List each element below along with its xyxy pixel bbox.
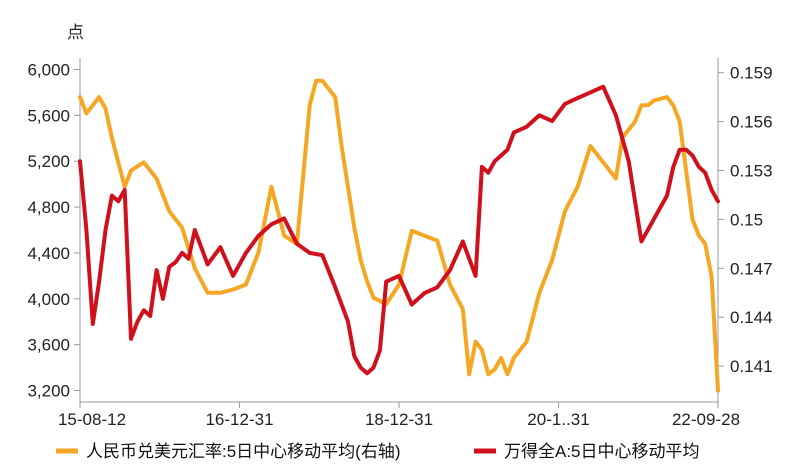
x-tick-label: 15-08-12 [58, 410, 126, 429]
left-tick-label: 3,200 [27, 382, 70, 401]
left-tick-label: 4,400 [27, 244, 70, 263]
right-tick-label: 0.144 [730, 308, 773, 327]
left-tick-label: 5,600 [27, 106, 70, 125]
left-tick-label: 6,000 [27, 60, 70, 79]
x-axis-ticks: 15-08-12 16-12-31 18-12-31 20-1..31 22-09-28 [58, 402, 740, 429]
x-tick-label: 20-1..31 [527, 410, 589, 429]
right-tick-label: 0.141 [730, 357, 773, 376]
legend: 人民币兑美元汇率:5日中心移动平均(右轴) 万得全A:5日中心移动平均 [56, 442, 700, 461]
left-tick-label: 3,600 [27, 336, 70, 355]
series-layer [78, 78, 720, 393]
left-tick-label: 5,200 [27, 152, 70, 171]
right-tick-label: 0.153 [730, 161, 773, 180]
left-axis-unit: 点 [67, 23, 84, 42]
right-tick-label: 0.147 [730, 259, 773, 278]
x-tick-label: 22-09-28 [672, 410, 740, 429]
right-tick-label: 0.15 [730, 210, 763, 229]
left-tick-label: 4,800 [27, 198, 70, 217]
right-axis-ticks: 0.141 0.144 0.147 0.15 0.153 0.156 0.159 [718, 64, 773, 376]
legend-label-cny: 人民币兑美元汇率:5日中心移动平均(右轴) [86, 442, 401, 461]
right-tick-label: 0.159 [730, 64, 773, 83]
left-axis-ticks: 3,200 3,600 4,000 4,400 4,800 5,200 5,600 6,000 [27, 60, 80, 401]
series-line-cny-usd [78, 78, 720, 393]
plot-area: 3,200 3,600 4,000 4,400 4,800 5,200 5,600 6,000… [27, 58, 773, 429]
x-tick-label: 16-12-31 [205, 410, 273, 429]
left-tick-label: 4,000 [27, 290, 70, 309]
legend-label-wind-a: 万得全A:5日中心移动平均 [504, 442, 700, 461]
right-tick-label: 0.156 [730, 113, 773, 132]
series-line-wind-a [78, 84, 720, 376]
x-tick-label: 18-12-31 [365, 410, 433, 429]
